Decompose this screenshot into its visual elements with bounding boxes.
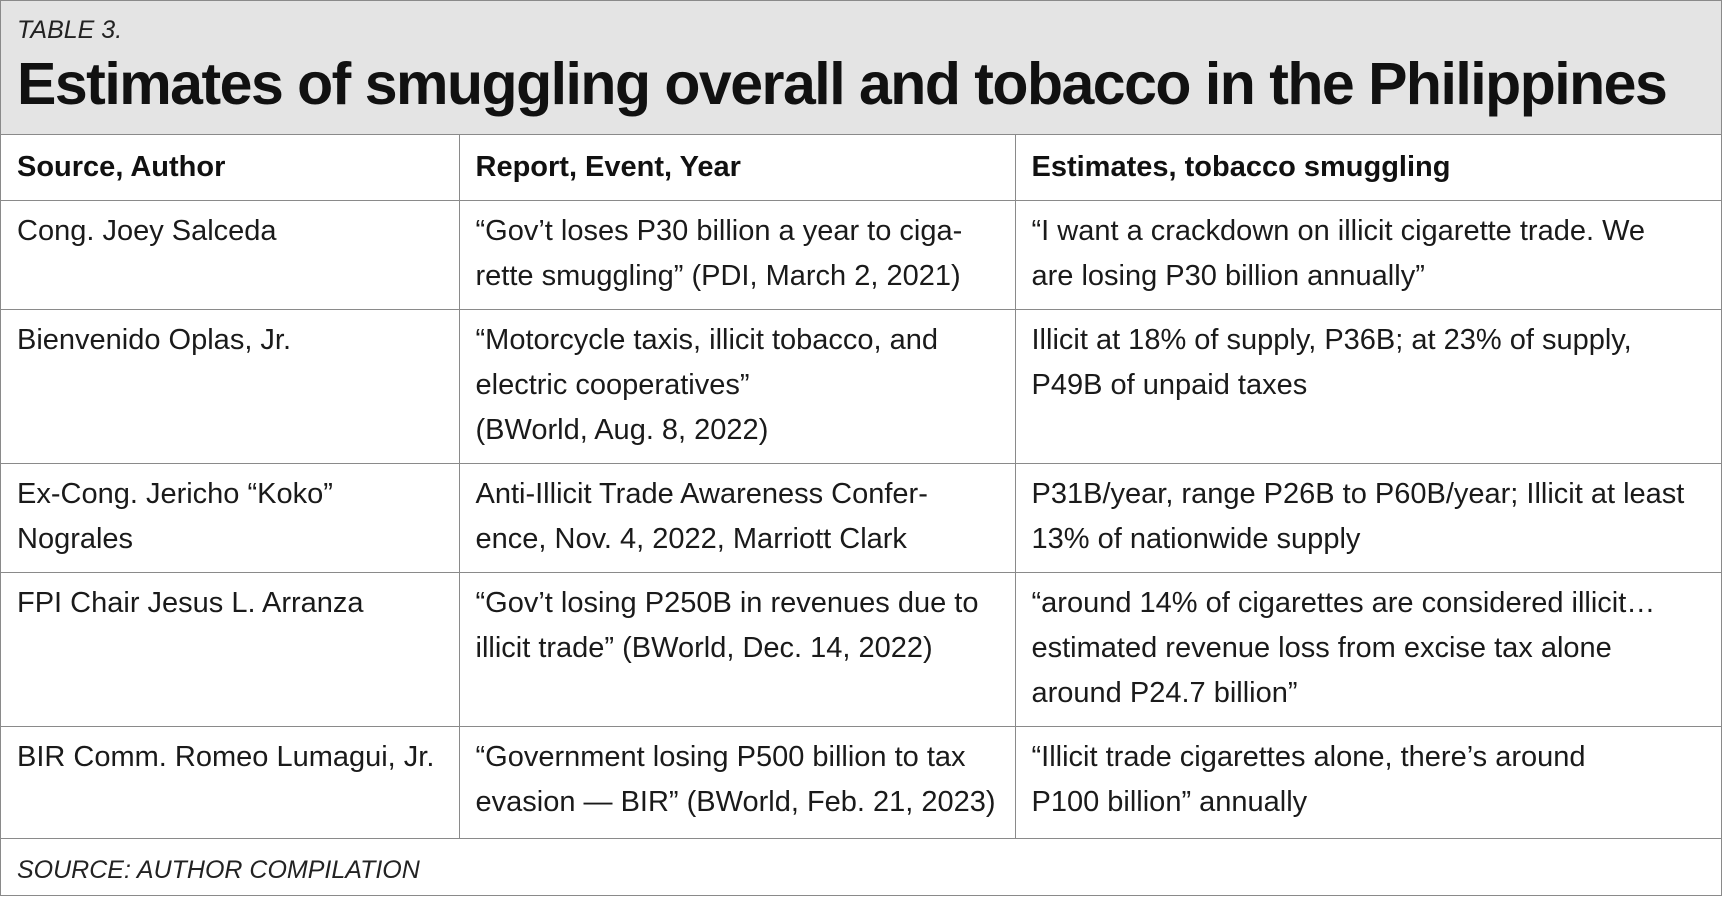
cell-estimate: “around 14% of cigarettes are considered… <box>1015 572 1721 727</box>
cell-source: Bienvenido Oplas, Jr. <box>1 309 460 464</box>
source-note: SOURCE: AUTHOR COMPILATION <box>17 855 420 884</box>
cell-source: FPI Chair Jesus L. Arranza <box>1 572 460 727</box>
cell-report: “Government losing P500 billion to tax ev… <box>459 726 1016 839</box>
cell-report: “Gov’t loses P30 billion a year to ciga-… <box>459 200 1016 310</box>
estimates-table: Source, Author Report, Event, Year Estim… <box>1 135 1721 839</box>
cell-report: Anti-Illicit Trade Awareness Confer-ence… <box>459 463 1016 573</box>
table-title: Estimates of smuggling overall and tobac… <box>17 51 1668 117</box>
column-header-source: Source, Author <box>1 135 460 201</box>
table-row: Bienvenido Oplas, Jr. “Motorcycle taxis,… <box>1 309 1721 464</box>
cell-source: Cong. Joey Salceda <box>1 200 460 310</box>
column-header-estimate: Estimates, tobacco smuggling <box>1015 135 1721 201</box>
table-row: Cong. Joey Salceda “Gov’t loses P30 bill… <box>1 200 1721 310</box>
table-header: TABLE 3. Estimates of smuggling overall … <box>1 1 1721 135</box>
cell-estimate: Illicit at 18% of supply, P36B; at 23% o… <box>1015 309 1721 464</box>
cell-source: Ex-Cong. Jericho “Koko” Nograles <box>1 463 460 573</box>
cell-estimate: “I want a crackdown on illicit cigarette… <box>1015 200 1721 310</box>
table-row: FPI Chair Jesus L. Arranza “Gov’t losing… <box>1 572 1721 727</box>
column-header-report: Report, Event, Year <box>459 135 1016 201</box>
table-number-label: TABLE 3. <box>17 16 123 44</box>
table-header-row: Source, Author Report, Event, Year Estim… <box>1 135 1721 201</box>
cell-estimate: “Illicit trade cigarettes alone, there’s… <box>1015 726 1721 839</box>
table-row: BIR Comm. Romeo Lumagui, Jr. “Government… <box>1 726 1721 839</box>
cell-report: “Gov’t losing P250B in revenues due to il… <box>459 572 1016 727</box>
table-row: Ex-Cong. Jericho “Koko” Nograles Anti-Ill… <box>1 463 1721 573</box>
cell-source: BIR Comm. Romeo Lumagui, Jr. <box>1 726 460 839</box>
cell-estimate: P31B/year, range P26B to P60B/year; Illi… <box>1015 463 1721 573</box>
cell-report: “Motorcycle taxis, illicit tobacco, and e… <box>459 309 1016 464</box>
